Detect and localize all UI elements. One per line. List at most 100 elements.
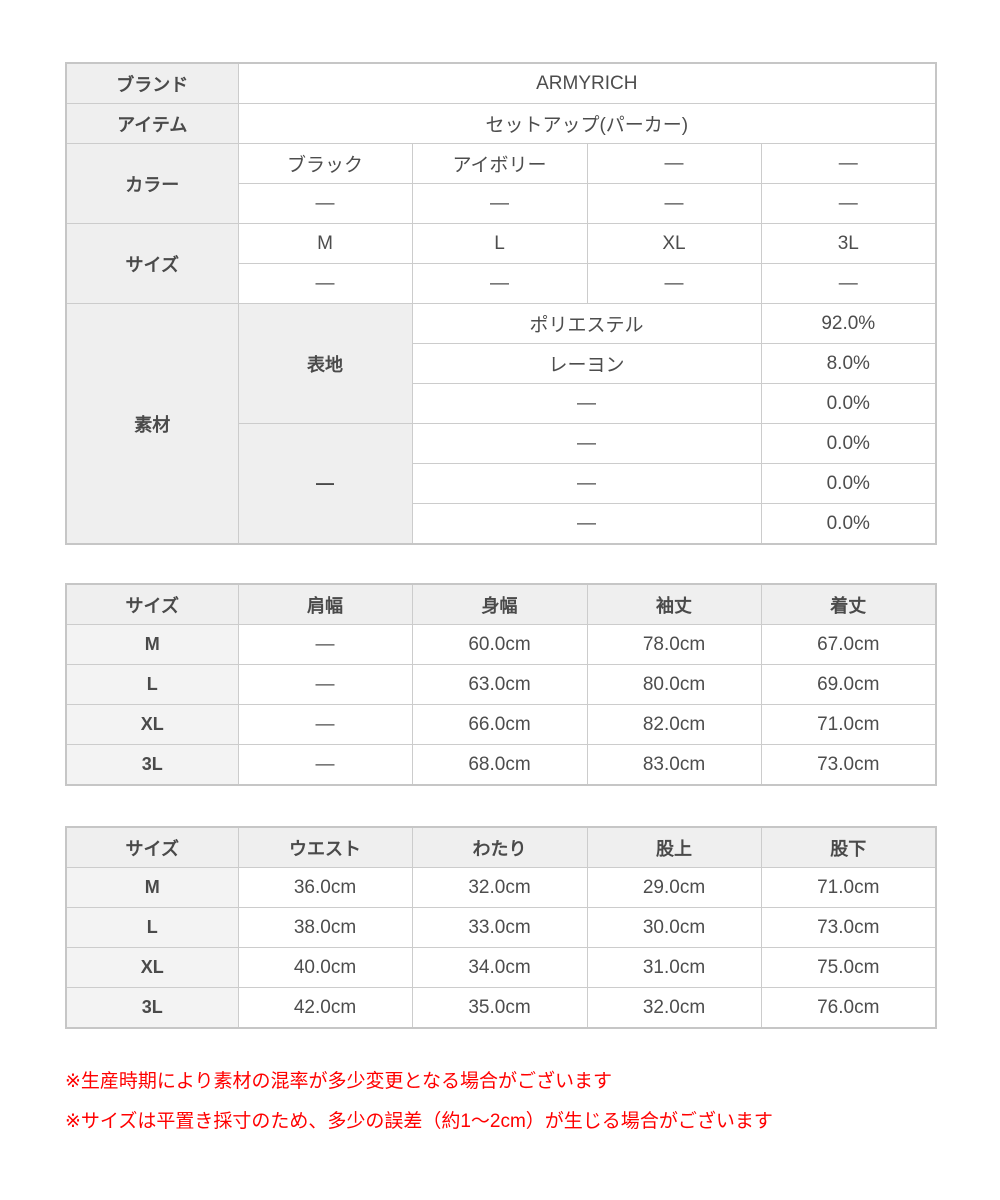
bottom-size-chart-table: サイズ ウエスト わたり 股上 股下 M 36.0cm 32.0cm 29.0c… bbox=[65, 826, 937, 1029]
disclaimer-notes: ※生産時期により素材の混率が多少変更となる場合がございます ※サイズは平置き採寸… bbox=[65, 1062, 935, 1142]
col-header-size: サイズ bbox=[65, 583, 239, 625]
table-row: カラー ブラック アイボリー — — bbox=[65, 143, 937, 224]
measurement-cell: 40.0cm bbox=[237, 947, 413, 988]
col-header-length: 着丈 bbox=[760, 583, 937, 625]
measurement-cell: 63.0cm bbox=[411, 664, 588, 705]
size-row-header: L bbox=[65, 664, 239, 705]
table-row: 素材 表地 ポリエステル 92.0% bbox=[65, 303, 937, 545]
color-label: カラー bbox=[65, 143, 239, 224]
material-label: 素材 bbox=[65, 303, 239, 545]
col-header-sleeve-length: 袖丈 bbox=[586, 583, 762, 625]
measurement-cell: 71.0cm bbox=[760, 704, 937, 745]
measurement-cell: 33.0cm bbox=[411, 907, 588, 948]
measurement-cell: 73.0cm bbox=[760, 907, 937, 948]
size-value-cell: 3L bbox=[760, 223, 937, 264]
brand-label: ブランド bbox=[65, 62, 239, 104]
material-name-cell: ポリエステル bbox=[411, 303, 762, 344]
measurement-cell: 42.0cm bbox=[237, 987, 413, 1029]
table-header-row: サイズ ウエスト わたり 股上 股下 bbox=[65, 826, 937, 868]
material-percent-cell: 0.0% bbox=[760, 423, 937, 464]
size-value-cell: L bbox=[411, 223, 588, 264]
table-row: XL 40.0cm 34.0cm 31.0cm 75.0cm bbox=[65, 947, 937, 988]
col-header-waist: ウエスト bbox=[237, 826, 413, 868]
table-row: — 0.0% bbox=[66, 463, 937, 504]
material-percent-cell: 0.0% bbox=[760, 463, 937, 504]
material-name-cell: レーヨン bbox=[411, 343, 762, 384]
color-value-cell: ブラック bbox=[237, 143, 413, 184]
col-header-thigh-width: わたり bbox=[411, 826, 588, 868]
fabric-layer-label: — bbox=[237, 423, 413, 545]
measurement-cell: 82.0cm bbox=[586, 704, 762, 745]
size-value-cell: — bbox=[237, 263, 413, 304]
measurement-cell: 60.0cm bbox=[411, 624, 588, 665]
material-name-cell: — bbox=[411, 383, 762, 424]
measurement-cell: 83.0cm bbox=[586, 744, 762, 786]
table-row: M 36.0cm 32.0cm 29.0cm 71.0cm bbox=[65, 867, 937, 908]
table-row: M — 60.0cm 78.0cm 67.0cm bbox=[65, 624, 937, 665]
measurement-cell: 30.0cm bbox=[586, 907, 762, 948]
table-row: サイズ M L XL 3L bbox=[65, 223, 937, 304]
size-value-cell: XL bbox=[586, 223, 762, 264]
material-name-cell: — bbox=[411, 503, 762, 545]
measurement-cell: 31.0cm bbox=[586, 947, 762, 988]
material-percent-cell: 0.0% bbox=[760, 503, 937, 545]
table-row: — — 0.0% bbox=[66, 423, 937, 545]
material-percent-cell: 8.0% bbox=[760, 343, 937, 384]
table-row: — — — — bbox=[66, 263, 937, 304]
material-name-cell: — bbox=[411, 463, 762, 504]
size-value-cell: — bbox=[411, 263, 588, 304]
measurement-cell: — bbox=[237, 704, 413, 745]
measurement-cell: 69.0cm bbox=[760, 664, 937, 705]
table-row: L 38.0cm 33.0cm 30.0cm 73.0cm bbox=[65, 907, 937, 948]
measurement-cell: 29.0cm bbox=[586, 867, 762, 908]
measurement-cell: 68.0cm bbox=[411, 744, 588, 786]
material-percent-cell: 92.0% bbox=[760, 303, 937, 344]
table-row: レーヨン 8.0% bbox=[66, 343, 937, 384]
color-value-cell: — bbox=[237, 183, 413, 224]
measurement-cell: 66.0cm bbox=[411, 704, 588, 745]
spacer bbox=[65, 545, 935, 583]
brand-value: ARMYRICH bbox=[237, 62, 937, 104]
color-value-cell: — bbox=[760, 183, 937, 224]
measurement-disclaimer-note: ※サイズは平置き採寸のため、多少の誤差（約1～2cm）が生じる場合がございます bbox=[65, 1111, 773, 1132]
material-disclaimer-note: ※生産時期により素材の混率が多少変更となる場合がございます bbox=[65, 1071, 612, 1092]
measurement-cell: 78.0cm bbox=[586, 624, 762, 665]
measurement-cell: 34.0cm bbox=[411, 947, 588, 988]
fabric-layer-label: 表地 bbox=[237, 303, 413, 424]
item-label: アイテム bbox=[65, 103, 239, 144]
size-row-header: M bbox=[65, 867, 239, 908]
table-header-row: サイズ 肩幅 身幅 袖丈 着丈 bbox=[65, 583, 937, 625]
measurement-cell: 32.0cm bbox=[411, 867, 588, 908]
measurement-cell: 32.0cm bbox=[586, 987, 762, 1029]
measurement-cell: 67.0cm bbox=[760, 624, 937, 665]
color-value-cell: — bbox=[586, 183, 762, 224]
measurement-cell: — bbox=[237, 624, 413, 665]
size-row-header: XL bbox=[65, 704, 239, 745]
product-spec-table: ブランド ARMYRICH アイテム セットアップ(パーカー) カラー ブラック… bbox=[65, 62, 938, 545]
table-row: — 0.0% bbox=[66, 383, 937, 424]
col-header-body-width: 身幅 bbox=[411, 583, 588, 625]
table-row: — 0.0% bbox=[66, 503, 937, 545]
size-row-header: M bbox=[65, 624, 239, 665]
measurement-cell: 36.0cm bbox=[237, 867, 413, 908]
size-row-header: XL bbox=[65, 947, 239, 988]
size-row-header: 3L bbox=[65, 987, 239, 1029]
color-value-cell: — bbox=[411, 183, 588, 224]
top-size-chart-table: サイズ 肩幅 身幅 袖丈 着丈 M — 60.0cm 78.0cm 67.0cm… bbox=[65, 583, 937, 786]
measurement-cell: 35.0cm bbox=[411, 987, 588, 1029]
table-row: ブランド ARMYRICH bbox=[65, 62, 937, 104]
measurement-cell: 73.0cm bbox=[760, 744, 937, 786]
measurement-cell: — bbox=[237, 744, 413, 786]
table-row: 3L 42.0cm 35.0cm 32.0cm 76.0cm bbox=[65, 987, 937, 1029]
color-value-cell: アイボリー bbox=[411, 143, 588, 184]
col-header-shoulder-width: 肩幅 bbox=[237, 583, 413, 625]
color-value-cell: — bbox=[586, 143, 762, 184]
spacer bbox=[65, 786, 935, 826]
material-name-cell: — bbox=[411, 423, 762, 464]
table-row: XL — 66.0cm 82.0cm 71.0cm bbox=[65, 704, 937, 745]
measurement-cell: 75.0cm bbox=[760, 947, 937, 988]
size-row-header: L bbox=[65, 907, 239, 948]
material-percent-cell: 0.0% bbox=[760, 383, 937, 424]
table-row: — — — — bbox=[66, 183, 937, 224]
col-header-inseam: 股下 bbox=[760, 826, 937, 868]
